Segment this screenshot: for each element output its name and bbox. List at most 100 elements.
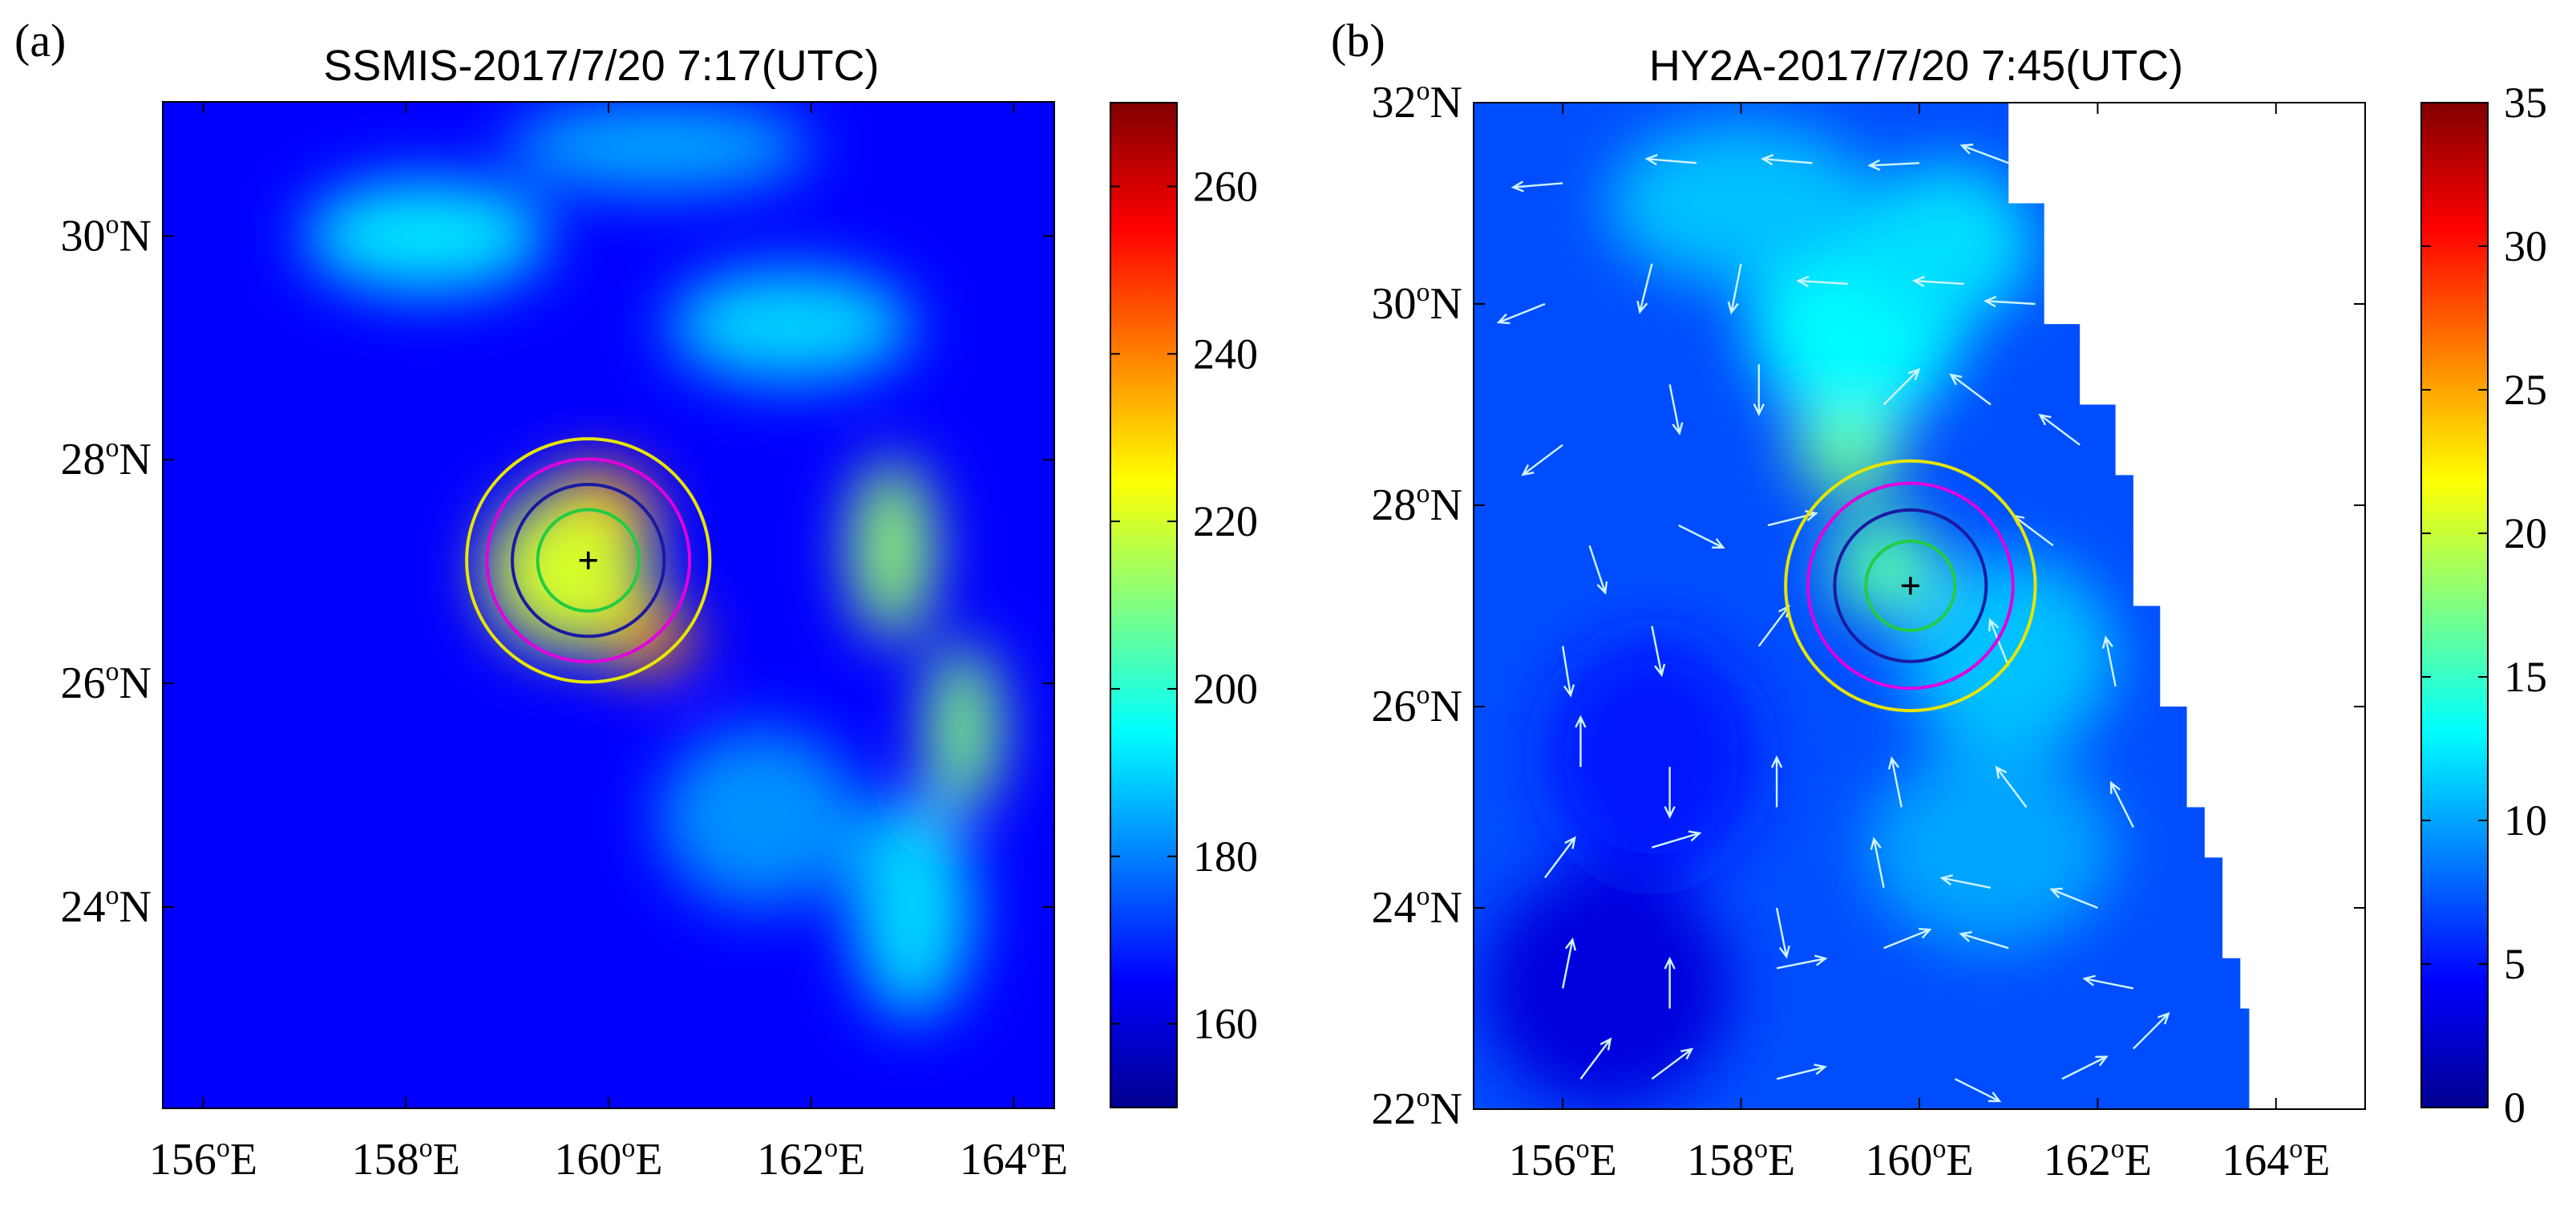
colorbar-tick-label: 5	[2504, 940, 2525, 988]
y-tick-label: 30oN	[1372, 277, 1462, 329]
x-tick-label: 164oE	[960, 1133, 1068, 1185]
panel-a-label: (a)	[14, 14, 66, 67]
colorbar-tick-label: 240	[1193, 330, 1258, 378]
field-blob	[1866, 747, 2116, 949]
wind-vector	[1588, 545, 1608, 595]
x-tick-label: 158oE	[1687, 1134, 1795, 1185]
wind-vector	[1887, 755, 1903, 808]
wind-vector	[1521, 444, 1563, 476]
wind-vector	[1496, 302, 1546, 325]
wind-vector	[1776, 954, 1828, 970]
wind-vector	[1678, 525, 1725, 549]
y-tick-label: 30oN	[61, 209, 152, 261]
wind-vector	[2049, 887, 2098, 909]
y-tick-label: 22oN	[1372, 1083, 1462, 1134]
colorbar-tick-label: 20	[2504, 509, 2547, 557]
x-tick-label: 162oE	[757, 1133, 865, 1185]
field-blob	[669, 269, 913, 382]
wind-vector	[1959, 930, 2009, 950]
wind-vector	[1959, 144, 2009, 164]
colorbar-tick-label: 35	[2504, 79, 2547, 127]
wind-vector	[1775, 907, 1790, 959]
y-tick-label: 26oN	[1372, 680, 1462, 731]
wind-vector	[1651, 1047, 1694, 1080]
field-blob	[304, 180, 548, 293]
y-tick-label: 28oN	[61, 433, 152, 484]
wind-vector	[1644, 154, 1697, 166]
wind-vector	[2109, 780, 2134, 828]
wind-vector	[1867, 159, 1920, 171]
wind-vector	[2101, 635, 2117, 687]
typhoon-center-marker	[1901, 577, 1919, 595]
wind-vector	[1796, 275, 1849, 288]
wind-vector	[1544, 836, 1576, 879]
field-blob	[1901, 555, 2116, 757]
colorbar-tick-label: 220	[1193, 497, 1258, 545]
x-tick-label: 160oE	[554, 1133, 662, 1185]
field-blob	[659, 727, 862, 907]
colorbar-tick-label: 25	[2504, 366, 2547, 414]
colorbar-tick-label: 15	[2504, 653, 2547, 701]
circle-blue-ring	[1833, 508, 1988, 663]
wind-vector	[1652, 830, 1702, 849]
wind-vector	[1562, 646, 1575, 698]
field-blob	[487, 493, 649, 650]
wind-vector	[1995, 765, 2028, 808]
circle-green-ring	[1864, 539, 1957, 633]
wind-vector	[1636, 263, 1653, 314]
panel-b: (b) HY2A-2017/7/20 7:45(UTC) 156oE 158oE 1…	[1331, 14, 2547, 1185]
wind-vector	[1668, 384, 1684, 435]
wind-vector	[1882, 367, 1921, 406]
circle-blue-ring	[510, 482, 666, 638]
y-tick-label: 24oN	[61, 881, 152, 932]
wind-vector	[1579, 1037, 1612, 1080]
wind-vector	[1949, 373, 1992, 406]
wind-vector	[1664, 956, 1676, 1009]
colorbar-tick-label: 0	[2504, 1083, 2525, 1132]
wind-vector	[1954, 1078, 2002, 1103]
wind-vector	[1776, 1063, 1827, 1080]
colorbar-tick-label: 260	[1193, 162, 1258, 210]
circle-yellow-ring	[465, 437, 712, 684]
x-tick-label: 164oE	[2222, 1134, 2330, 1185]
colorbar-tick-label: 200	[1193, 665, 1258, 713]
wind-vector	[2133, 1011, 2170, 1050]
panel-a-title: SSMIS-2017/7/20 7:17(UTC)	[323, 42, 879, 90]
field-blob	[851, 460, 933, 639]
wind-vector	[2082, 974, 2134, 990]
field-blob	[1857, 163, 2036, 325]
wind-vector	[1939, 874, 1992, 889]
y-tick-label: 26oN	[61, 657, 152, 708]
colorbar	[1110, 102, 1178, 1108]
wind-vector	[1911, 275, 1964, 288]
wind-vector	[2061, 1055, 2109, 1080]
wind-vector	[1510, 180, 1563, 192]
wind-vector	[1988, 618, 2010, 667]
wind-vector	[1727, 263, 1742, 315]
panel-a: (a) SSMIS-2017/7/20 7:17(UTC) 156oE 158oE…	[14, 14, 1258, 1185]
wind-vector	[1983, 295, 2036, 308]
x-tick-label: 158oE	[352, 1133, 460, 1185]
field-blob	[507, 102, 811, 192]
wind-vector	[1664, 767, 1676, 820]
colorbar	[2420, 102, 2489, 1108]
field-blob	[928, 644, 999, 812]
typhoon-center-marker	[579, 551, 597, 569]
panel-b-label: (b)	[1331, 14, 1385, 67]
circle-yellow-ring	[1784, 459, 2037, 713]
x-tick-label: 162oE	[2044, 1134, 2152, 1185]
x-tick-label: 156oE	[1509, 1134, 1617, 1185]
panel-b-title: HY2A-2017/7/20 7:45(UTC)	[1649, 42, 2183, 90]
y-tick-label: 24oN	[1372, 881, 1462, 933]
panel-b-field	[1474, 103, 2250, 1109]
colorbar-tick-label: 160	[1193, 1000, 1258, 1048]
panel-a-field	[163, 102, 1054, 1108]
y-tick-label: 28oN	[1372, 479, 1462, 530]
wind-vector	[1883, 928, 1932, 950]
wind-vector	[1753, 364, 1765, 417]
wind-vector	[1562, 937, 1577, 989]
wind-vector	[1575, 715, 1587, 768]
colorbar-tick-label: 180	[1193, 832, 1258, 881]
circle-green-ring	[536, 508, 641, 613]
wind-vector	[2038, 413, 2081, 446]
